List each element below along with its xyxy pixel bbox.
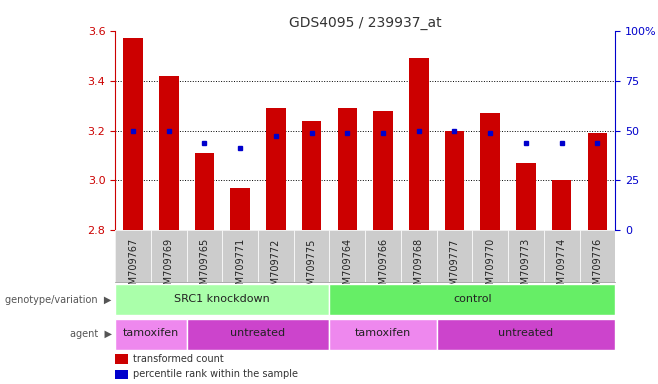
Bar — [401, 230, 437, 282]
Title: GDS4095 / 239937_at: GDS4095 / 239937_at — [289, 16, 442, 30]
Text: GSM709766: GSM709766 — [378, 238, 388, 297]
Bar — [330, 230, 365, 282]
Text: GSM709774: GSM709774 — [557, 238, 567, 298]
Bar — [480, 113, 500, 230]
Text: SRC1 knockdown: SRC1 knockdown — [174, 294, 270, 304]
Text: agent  ▶: agent ▶ — [70, 329, 112, 339]
Bar — [115, 230, 151, 282]
Text: GSM709767: GSM709767 — [128, 238, 138, 298]
Text: percentile rank within the sample: percentile rank within the sample — [133, 369, 297, 379]
Bar — [151, 230, 187, 282]
Text: GSM709777: GSM709777 — [449, 238, 459, 298]
Bar — [472, 230, 508, 282]
Bar — [293, 230, 330, 282]
Bar — [588, 133, 607, 230]
Text: GSM709775: GSM709775 — [307, 238, 316, 298]
Bar — [302, 121, 321, 230]
Bar — [544, 230, 580, 282]
Bar — [187, 230, 222, 282]
Bar — [437, 319, 615, 349]
Text: tamoxifen: tamoxifen — [123, 328, 179, 338]
Text: GSM709772: GSM709772 — [271, 238, 281, 298]
Bar — [365, 230, 401, 282]
Bar — [373, 111, 393, 230]
Bar — [445, 131, 465, 230]
Bar — [516, 163, 536, 230]
Bar — [115, 319, 187, 349]
Text: GSM709769: GSM709769 — [164, 238, 174, 297]
Bar — [258, 230, 293, 282]
Bar — [123, 38, 143, 230]
Text: control: control — [453, 294, 492, 304]
Bar — [330, 284, 615, 315]
Text: GSM709773: GSM709773 — [521, 238, 531, 298]
Bar — [552, 180, 571, 230]
Bar — [222, 230, 258, 282]
Text: GSM709770: GSM709770 — [485, 238, 495, 298]
Text: GSM709771: GSM709771 — [235, 238, 245, 298]
Bar — [230, 188, 250, 230]
Text: transformed count: transformed count — [133, 354, 224, 364]
Bar — [115, 354, 128, 364]
Bar — [508, 230, 544, 282]
Bar — [159, 76, 178, 230]
Text: GSM709765: GSM709765 — [199, 238, 209, 298]
Bar — [409, 58, 428, 230]
Bar — [338, 108, 357, 230]
Bar — [330, 319, 437, 349]
Bar — [580, 230, 615, 282]
Bar — [187, 319, 330, 349]
Bar — [195, 153, 215, 230]
Bar — [115, 284, 330, 315]
Text: GSM709776: GSM709776 — [592, 238, 602, 298]
Bar — [437, 230, 472, 282]
Text: untreated: untreated — [498, 328, 553, 338]
Text: untreated: untreated — [230, 328, 286, 338]
Text: GSM709764: GSM709764 — [342, 238, 352, 297]
Bar — [266, 108, 286, 230]
Bar — [115, 370, 128, 379]
Text: genotype/variation  ▶: genotype/variation ▶ — [5, 295, 112, 305]
Text: GSM709768: GSM709768 — [414, 238, 424, 297]
Text: tamoxifen: tamoxifen — [355, 328, 411, 338]
